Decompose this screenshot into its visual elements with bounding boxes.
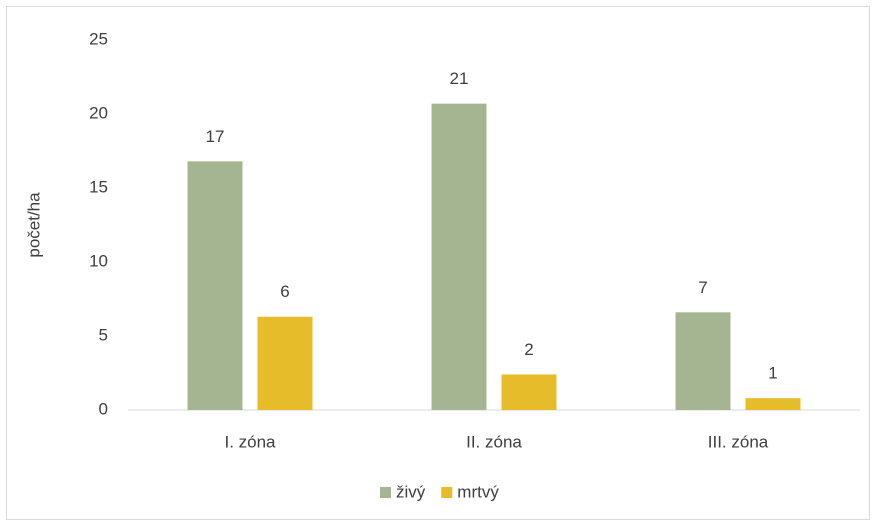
data-label: 17 — [206, 127, 225, 146]
y-axis-label: počet/ha — [24, 192, 43, 258]
x-tick-label: III. zóna — [708, 432, 769, 451]
x-tick-label: I. zóna — [224, 432, 276, 451]
y-tick-label: 20 — [89, 103, 108, 122]
bar — [431, 103, 487, 410]
data-label: 1 — [768, 364, 777, 383]
y-tick-label: 10 — [89, 251, 108, 270]
bar — [257, 316, 313, 410]
legend-swatch — [380, 487, 391, 498]
x-tick-label: II. zóna — [466, 432, 522, 451]
data-label: 2 — [524, 340, 533, 359]
y-tick-label: 25 — [89, 29, 108, 48]
legend-swatch — [441, 487, 453, 498]
data-label: 7 — [698, 278, 707, 297]
bar — [187, 161, 243, 410]
y-tick-label: 0 — [99, 399, 108, 418]
y-tick-label: 5 — [99, 325, 108, 344]
y-tick-label: 15 — [89, 177, 108, 196]
bar — [501, 374, 557, 410]
data-label: 21 — [450, 69, 469, 88]
legend-label: mrtvý — [457, 482, 499, 501]
data-label: 6 — [280, 282, 289, 301]
bar — [675, 312, 731, 410]
bar — [745, 398, 801, 410]
legend-label: živý — [396, 482, 426, 501]
